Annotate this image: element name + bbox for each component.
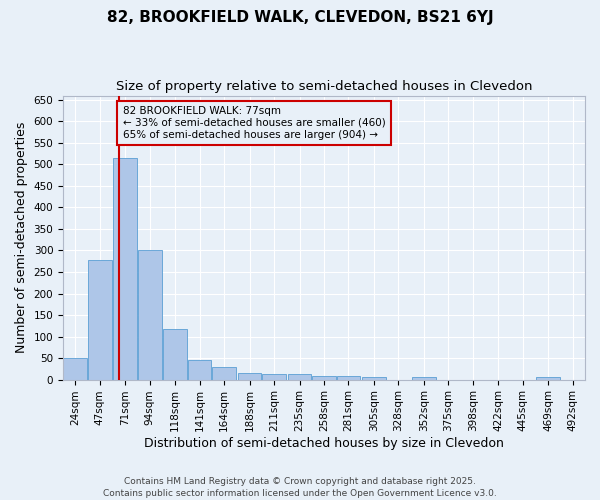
X-axis label: Distribution of semi-detached houses by size in Clevedon: Distribution of semi-detached houses by … xyxy=(144,437,504,450)
Bar xyxy=(138,250,161,380)
Bar xyxy=(238,373,262,380)
Bar xyxy=(113,158,137,380)
Title: Size of property relative to semi-detached houses in Clevedon: Size of property relative to semi-detach… xyxy=(116,80,532,93)
Bar xyxy=(212,366,236,380)
Text: 82, BROOKFIELD WALK, CLEVEDON, BS21 6YJ: 82, BROOKFIELD WALK, CLEVEDON, BS21 6YJ xyxy=(107,10,493,25)
Bar xyxy=(64,358,87,380)
Text: 82 BROOKFIELD WALK: 77sqm
← 33% of semi-detached houses are smaller (460)
65% of: 82 BROOKFIELD WALK: 77sqm ← 33% of semi-… xyxy=(122,106,385,140)
Bar xyxy=(163,329,187,380)
Bar xyxy=(412,378,436,380)
Bar xyxy=(188,360,211,380)
Bar xyxy=(288,374,311,380)
Bar xyxy=(88,260,112,380)
Bar xyxy=(337,376,361,380)
Bar xyxy=(312,376,336,380)
Bar xyxy=(536,378,560,380)
Bar xyxy=(362,376,386,380)
Bar xyxy=(262,374,286,380)
Text: Contains HM Land Registry data © Crown copyright and database right 2025.
Contai: Contains HM Land Registry data © Crown c… xyxy=(103,476,497,498)
Y-axis label: Number of semi-detached properties: Number of semi-detached properties xyxy=(15,122,28,354)
